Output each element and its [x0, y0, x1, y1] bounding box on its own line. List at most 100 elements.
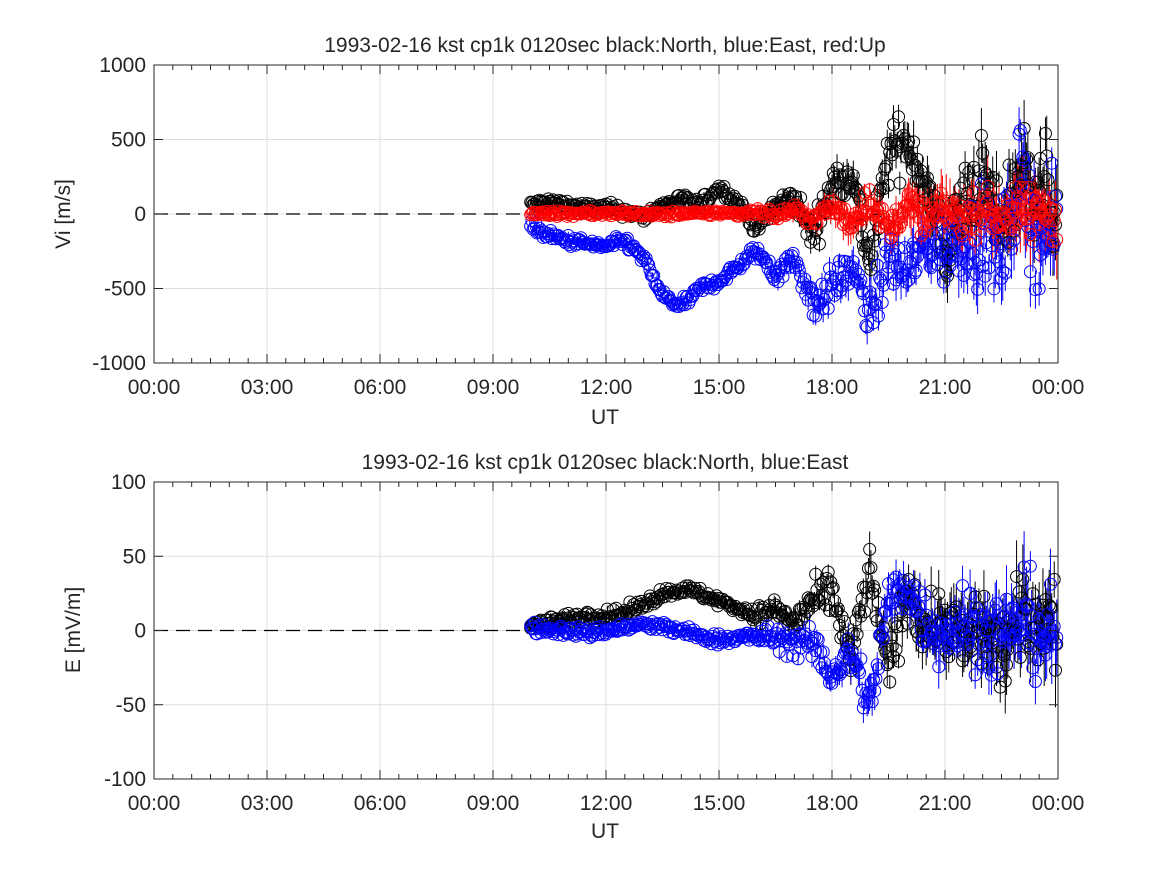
velocity-data-point	[909, 263, 923, 277]
efield-data-point	[897, 573, 911, 587]
efield-data-point	[742, 608, 756, 622]
velocity-data-point	[934, 186, 948, 200]
velocity-data-point	[846, 168, 860, 182]
efield-data-point	[1001, 642, 1015, 656]
velocity-data-point	[1038, 212, 1052, 226]
efield-data-point	[983, 649, 997, 663]
velocity-data-point	[951, 249, 965, 263]
efield-data-point	[1008, 628, 1022, 642]
velocity-data-point	[1036, 209, 1050, 223]
efield-data-point	[927, 637, 941, 651]
efield-data-point	[772, 645, 786, 659]
efield-data-point	[846, 627, 860, 641]
velocity-data-point	[720, 189, 734, 203]
efield-data-point	[968, 668, 982, 682]
velocity-data-point	[825, 180, 839, 194]
efield-data-point	[1042, 598, 1056, 612]
velocity-data-point	[942, 251, 956, 265]
efield-data-point	[816, 645, 830, 659]
efield-data-point	[817, 591, 831, 605]
velocity-data-point	[1038, 126, 1052, 140]
efield-data-point	[908, 578, 922, 592]
velocity-data-point	[732, 209, 746, 223]
velocity-data-point	[913, 200, 927, 214]
efield-data-point	[875, 625, 889, 639]
efield-data-point	[991, 667, 1005, 681]
velocity-data-point	[856, 287, 870, 301]
velocity-data-point	[845, 175, 859, 189]
velocity-data-point	[981, 197, 995, 211]
efield-data-point	[738, 628, 752, 642]
efield-data-point	[1031, 628, 1045, 642]
velocity-data-point	[863, 183, 877, 197]
velocity-data-point	[810, 223, 824, 237]
velocity-data-point	[807, 232, 821, 246]
efield-x-axis-label: UT	[591, 820, 619, 843]
velocity-data-point	[971, 203, 985, 217]
efield-data-point	[713, 636, 727, 650]
velocity-data-point	[962, 165, 976, 179]
velocity-data-point	[876, 278, 890, 292]
velocity-data-point	[812, 237, 826, 251]
velocity-data-point	[1002, 158, 1016, 172]
velocity-data-point	[861, 196, 875, 210]
velocity-data-point	[958, 220, 972, 234]
velocity-data-point	[804, 235, 818, 249]
velocity-x-tick-label: 00:00	[1032, 376, 1085, 399]
velocity-data-point	[845, 221, 859, 235]
velocity-data-point	[865, 295, 879, 309]
efield-data-point	[709, 589, 723, 603]
velocity-data-point	[942, 246, 956, 260]
velocity-data-point	[851, 267, 865, 281]
efield-data-point	[654, 618, 668, 632]
velocity-data-point	[976, 259, 990, 273]
efield-data-point	[802, 620, 816, 634]
velocity-data-point	[873, 271, 887, 285]
efield-data-point	[761, 619, 775, 633]
efield-data-point	[1042, 626, 1056, 640]
efield-data-point	[647, 597, 661, 611]
velocity-data-point	[974, 128, 988, 142]
efield-data-point	[810, 631, 824, 645]
efield-data-point	[825, 582, 839, 596]
efield-data-point	[787, 631, 801, 645]
velocity-data-point	[923, 179, 937, 193]
velocity-data-point	[988, 250, 1002, 264]
efield-data-point	[876, 631, 890, 645]
efield-data-point	[913, 608, 927, 622]
efield-data-point	[821, 565, 835, 579]
efield-data-point	[998, 615, 1012, 629]
efield-data-point	[595, 623, 609, 637]
velocity-data-point	[863, 285, 877, 299]
efield-data-point	[1033, 625, 1047, 639]
velocity-data-point	[1010, 217, 1024, 231]
velocity-data-point	[894, 216, 908, 230]
velocity-data-point	[922, 180, 936, 194]
efield-data-point	[1000, 658, 1014, 672]
velocity-data-point	[966, 220, 980, 234]
efield-data-point	[1028, 674, 1042, 688]
efield-data-point	[696, 628, 710, 642]
efield-ticks	[153, 481, 1059, 780]
velocity-y-tick-label: -1000	[92, 352, 146, 375]
efield-data-point	[780, 612, 794, 626]
velocity-data-point	[1008, 180, 1022, 194]
efield-data-point	[858, 605, 872, 619]
efield-data-point	[854, 652, 868, 666]
efield-data-point	[961, 637, 975, 651]
velocity-data-point	[846, 255, 860, 269]
efield-data-point	[1041, 607, 1055, 621]
velocity-data-point	[1033, 207, 1047, 221]
efield-data-point	[981, 614, 995, 628]
velocity-data-point	[986, 222, 1000, 236]
efield-data-point	[1048, 637, 1062, 651]
efield-data-point	[865, 695, 879, 709]
efield-data-point	[1050, 631, 1064, 645]
efield-data-point	[650, 618, 664, 632]
efield-x-tick-label: 12:00	[580, 792, 633, 815]
velocity-data-point	[809, 309, 823, 323]
velocity-data-point	[922, 246, 936, 260]
velocity-data-point	[850, 183, 864, 197]
efield-data-point	[969, 601, 983, 615]
velocity-data-point	[889, 144, 903, 158]
